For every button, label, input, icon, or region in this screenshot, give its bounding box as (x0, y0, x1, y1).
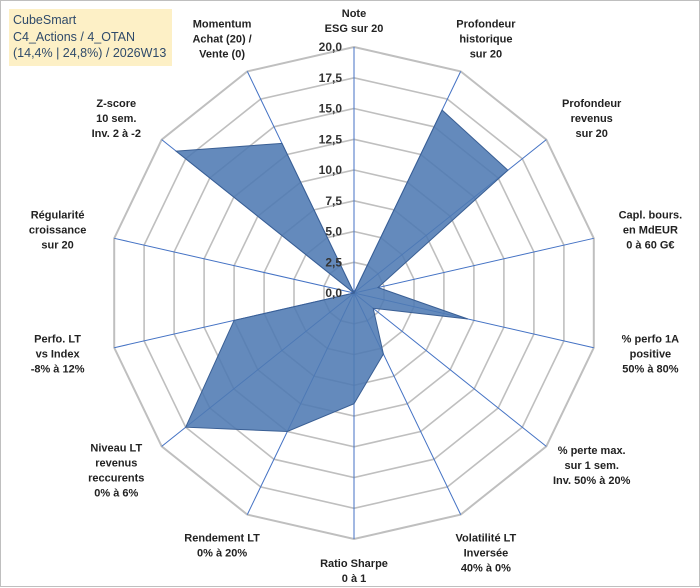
axis-label-line: Niveau LT (90, 442, 142, 454)
axis-label-3: Capl. bours. en MdEUR 0 à 60 G€ (619, 210, 683, 252)
tick-label-1: 2,5 (325, 255, 342, 269)
axis-label-line: revenus (571, 113, 613, 125)
tick-label-6: 15,0 (319, 102, 343, 116)
axis-label-line: % perfo 1A (622, 334, 680, 346)
axis-label-line: croissance (29, 225, 86, 237)
axis-label-line: Inversée (464, 548, 509, 560)
axis-label-line: reccurents (88, 472, 144, 484)
axis-label-line: Profondeur (456, 18, 516, 30)
axis-label-line: Achat (20) / (192, 33, 251, 45)
title-box: CubeSmart C4_Actions / 4_OTAN (14,4% | 2… (9, 9, 172, 66)
axis-label-line: 50% à 80% (622, 364, 678, 376)
title-line-category: C4_Actions / 4_OTAN (13, 29, 166, 46)
axis-label-line: Profondeur (562, 98, 622, 110)
tick-label-8: 20,0 (319, 40, 343, 54)
axis-label-11: Régularité croissance sur 20 (29, 210, 86, 252)
axis-label-5: % perte max. sur 1 sem. Inv. 50% à 20% (553, 445, 631, 487)
axis-label-line: Momentum (193, 18, 252, 30)
axis-label-line: 40% à 0% (461, 563, 511, 575)
axis-label-line: sur 20 (470, 48, 502, 60)
tick-label-5: 12,5 (319, 132, 343, 146)
axis-label-13: Momentum Achat (20) / Vente (0) (192, 18, 251, 60)
axis-label-line: 0 à 60 G€ (626, 240, 674, 252)
axis-label-2: Profondeur revenus sur 20 (562, 98, 622, 140)
axis-label-line: Inv. 50% à 20% (553, 475, 631, 487)
axis-label-line: -8% à 12% (31, 364, 85, 376)
axis-label-4: % perfo 1A positive 50% à 80% (622, 334, 680, 376)
axis-label-9: Niveau LT revenus reccurents 0% à 6% (88, 442, 144, 499)
series-layer (176, 110, 508, 432)
series-area (176, 110, 508, 431)
axis-label-line: 0% à 20% (197, 548, 247, 560)
axis-label-line: 0 à 1 (342, 573, 366, 585)
tick-label-3: 7,5 (325, 194, 342, 208)
axis-label-line: Volatilité LT (456, 533, 517, 545)
axis-label-line: % perte max. (558, 445, 626, 457)
axis-label-line: en MdEUR (623, 225, 678, 237)
axis-label-line: revenus (95, 457, 137, 469)
title-line-stats: (14,4% | 24,8%) / 2026W13 (13, 45, 166, 62)
axis-label-line: Z-score (96, 98, 136, 110)
axis-label-line: Vente (0) (199, 48, 245, 60)
axis-label-10: Perfo. LT vs Index -8% à 12% (31, 334, 85, 376)
axis-label-line: ESG sur 20 (325, 23, 384, 35)
tick-label-7: 17,5 (319, 71, 343, 85)
axis-label-1: Profondeur historique sur 20 (456, 18, 516, 60)
axis-label-8: Rendement LT 0% à 20% (184, 533, 260, 560)
tick-label-0: 0,0 (325, 286, 342, 300)
tick-label-2: 5,0 (325, 225, 342, 239)
axis-label-line: Inv. 2 à -2 (92, 128, 141, 140)
axis-label-line: Perfo. LT (34, 334, 81, 346)
axis-label-12: Z-score 10 sem. Inv. 2 à -2 (92, 98, 141, 140)
title-line-company: CubeSmart (13, 12, 166, 29)
axis-label-line: Capl. bours. (619, 210, 683, 222)
axis-label-line: sur 1 sem. (564, 460, 618, 472)
axis-label-line: sur 20 (41, 240, 73, 252)
axis-label-line: sur 20 (575, 128, 607, 140)
axis-label-6: Volatilité LT Inversée 40% à 0% (456, 533, 517, 575)
axis-label-line: 0% à 6% (94, 487, 138, 499)
axis-label-line: historique (459, 33, 512, 45)
axis-label-line: Régularité (31, 210, 85, 222)
axis-label-line: positive (630, 349, 672, 361)
axis-label-line: vs Index (36, 349, 81, 361)
axis-label-7: Ratio Sharpe 0 à 1 (320, 558, 388, 585)
axis-label-0: Note ESG sur 20 (325, 8, 384, 35)
axis-label-line: Rendement LT (184, 533, 260, 545)
axis-label-line: Note (342, 8, 366, 20)
tick-label-4: 10,0 (319, 163, 343, 177)
axis-label-line: Ratio Sharpe (320, 558, 388, 570)
axis-label-line: 10 sem. (96, 113, 136, 125)
